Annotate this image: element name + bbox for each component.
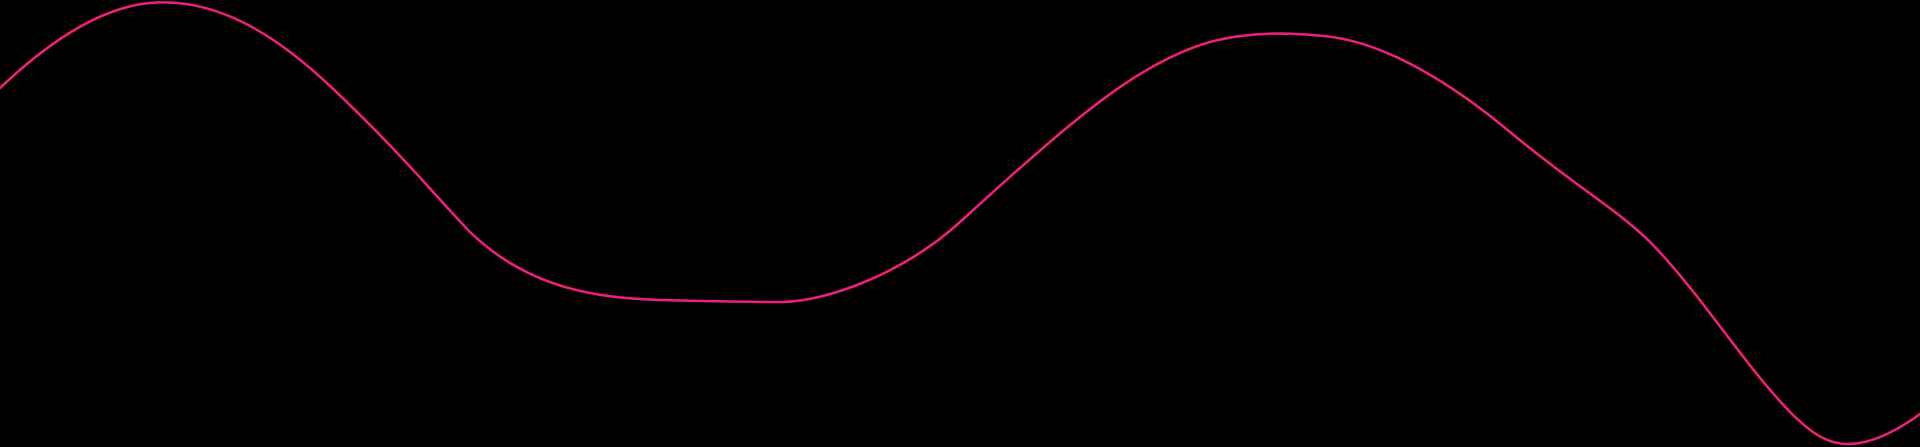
- line-chart-svg: [0, 0, 1920, 447]
- sine-curve-line: [0, 1, 1920, 446]
- chart-canvas: [0, 0, 1920, 447]
